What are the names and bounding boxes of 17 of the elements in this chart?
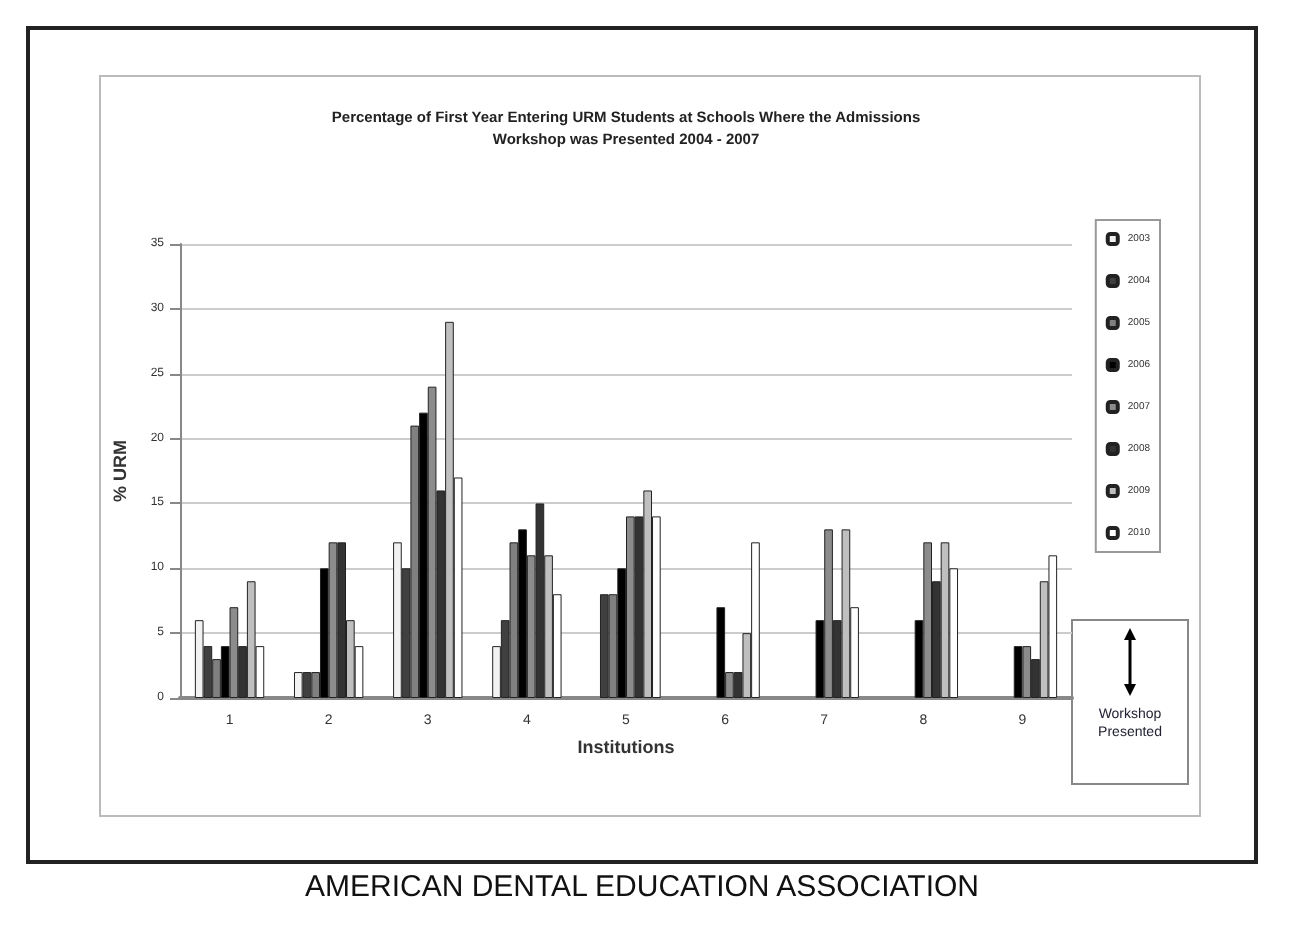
bar xyxy=(393,542,402,698)
bar xyxy=(643,490,653,698)
bar xyxy=(293,672,303,698)
bar xyxy=(302,672,312,698)
bar xyxy=(940,542,950,698)
bar xyxy=(716,607,726,698)
x-axis-title: Institutions xyxy=(577,737,675,757)
bar xyxy=(1013,646,1023,698)
bar xyxy=(337,542,347,698)
y-axis-title: % URM xyxy=(109,440,130,502)
bar xyxy=(246,581,256,698)
bar xyxy=(1048,555,1058,698)
text: AMERICAN DENTAL EDUCATION ASSOCIATION xyxy=(305,870,979,904)
bar xyxy=(535,503,545,698)
bar xyxy=(841,529,851,698)
bar xyxy=(194,620,204,698)
bar xyxy=(599,594,609,698)
